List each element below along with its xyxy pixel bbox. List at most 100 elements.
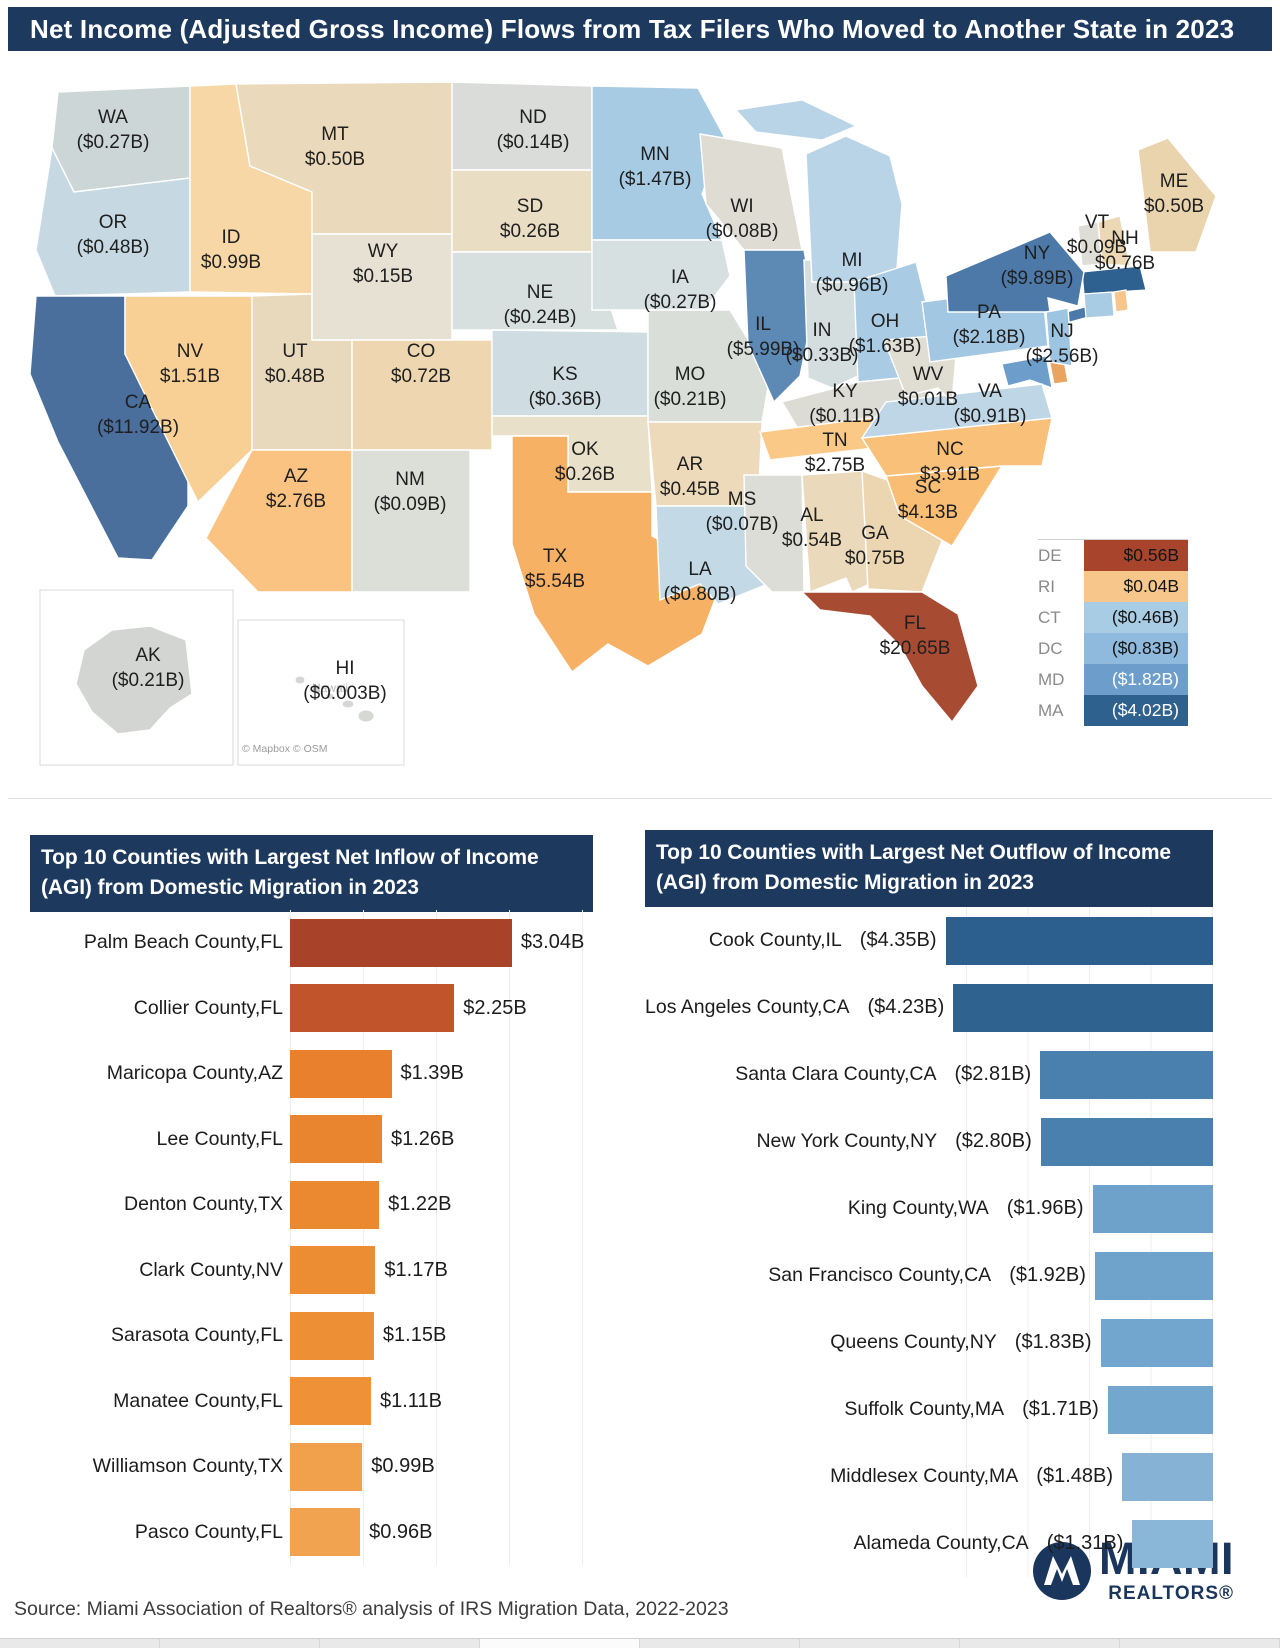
- legend-state-abbr: MD: [1038, 669, 1065, 689]
- bar[interactable]: [945, 916, 1213, 965]
- category-label: Suffolk County,MA: [844, 1398, 1005, 1420]
- state-label-KS: KS ($0.36B): [529, 364, 602, 410]
- state-label-NC: NC $3.91B: [920, 439, 980, 485]
- state-HI[interactable]: [325, 692, 335, 700]
- state-label-IN: IN ($0.33B): [786, 320, 859, 366]
- legend-value-chip[interactable]: $0.04B: [1084, 571, 1188, 602]
- bar[interactable]: [1107, 1385, 1213, 1434]
- hawaii-inset-box: [237, 619, 405, 766]
- state-label-OR: OR ($0.48B): [77, 212, 150, 258]
- bar[interactable]: [1132, 1519, 1213, 1568]
- bar[interactable]: [290, 918, 512, 967]
- sheet-tab[interactable]: [0, 1639, 160, 1648]
- sheet-tab-active[interactable]: [480, 1639, 640, 1648]
- state-NJ[interactable]: [1045, 307, 1073, 367]
- state-label-OK: OK $0.26B: [555, 439, 615, 485]
- sheet-tab[interactable]: [640, 1639, 800, 1648]
- legend-row-DC: DC ($0.83B): [1038, 633, 1188, 664]
- state-label-VT: VT $0.09B: [1067, 212, 1127, 258]
- state-label-PA: PA ($2.18B): [953, 302, 1026, 348]
- bar[interactable]: [1040, 1050, 1213, 1099]
- state-label-NY: NY ($9.89B): [1001, 243, 1074, 289]
- bar[interactable]: [290, 1115, 382, 1164]
- state-MI[interactable]: [805, 135, 903, 283]
- state-VA[interactable]: [860, 383, 1053, 439]
- legend-value-chip[interactable]: $0.56B: [1084, 540, 1188, 571]
- bar[interactable]: [1092, 1184, 1213, 1233]
- sheet-tab[interactable]: [320, 1639, 480, 1648]
- state-TX[interactable]: [511, 435, 725, 674]
- inflow-bar-row: Manatee County,FL $1.11B: [30, 1369, 593, 1435]
- value-label: ($2.80B): [955, 1130, 1032, 1152]
- state-AZ[interactable]: [205, 449, 353, 593]
- value-label: $1.26B: [391, 1127, 455, 1150]
- state-NY[interactable]: [945, 231, 1085, 313]
- legend-state-abbr: RI: [1038, 576, 1055, 596]
- state-MO[interactable]: [647, 309, 771, 423]
- sheet-tab[interactable]: [160, 1639, 320, 1648]
- state-NM[interactable]: [351, 449, 471, 593]
- state-MS[interactable]: [743, 474, 805, 593]
- inflow-bar-row: Denton County,TX $1.22B: [30, 1172, 593, 1238]
- sheet-tab[interactable]: [960, 1639, 1120, 1648]
- inflow-bar-row: Palm Beach County,FL $3.04B: [30, 910, 593, 976]
- state-HI[interactable]: [341, 699, 355, 709]
- sheet-tab[interactable]: [800, 1639, 960, 1648]
- state-label-NJ: NJ ($2.56B): [1026, 321, 1099, 367]
- state-NH[interactable]: [1097, 215, 1131, 267]
- bar[interactable]: [290, 1049, 392, 1098]
- bar[interactable]: [290, 1442, 363, 1491]
- source-text: Source: Miami Association of Realtors® a…: [14, 1598, 729, 1620]
- legend-state-abbr: DC: [1038, 638, 1063, 658]
- bar[interactable]: [290, 984, 455, 1033]
- value-label: ($4.23B): [867, 996, 945, 1018]
- value-label: ($4.35B): [859, 929, 937, 951]
- state-NV[interactable]: [124, 295, 253, 504]
- state-CT[interactable]: [1083, 291, 1115, 319]
- category-label: Lee County,FL: [156, 1127, 283, 1150]
- inflow-bar-row: Lee County,FL $1.26B: [30, 1107, 593, 1173]
- bar[interactable]: [953, 983, 1213, 1032]
- bar[interactable]: [1100, 1318, 1213, 1367]
- hawaii-ghost-label: Hawaii: [312, 681, 348, 695]
- inflow-bars: Palm Beach County,FL $3.04B Collier County…: [30, 910, 593, 1565]
- bar[interactable]: [290, 1180, 380, 1229]
- state-label-IL: IL ($5.99B): [727, 314, 800, 360]
- bar[interactable]: [290, 1246, 376, 1295]
- value-label: $0.99B: [371, 1455, 435, 1478]
- state-AK[interactable]: [75, 625, 193, 735]
- bar[interactable]: [290, 1508, 361, 1557]
- bar[interactable]: [290, 1377, 371, 1426]
- states-layer: [29, 81, 1217, 735]
- value-label: ($1.96B): [1006, 1197, 1084, 1219]
- state-HI[interactable]: [311, 686, 321, 694]
- inflow-chart: Top 10 Counties with Largest Net Inflow …: [30, 835, 593, 1595]
- state-HI[interactable]: [357, 709, 375, 723]
- legend-value-chip[interactable]: ($0.83B): [1084, 633, 1188, 664]
- state-label-HI: HI ($0.003B): [303, 658, 386, 704]
- legend-value-chip[interactable]: ($0.46B): [1084, 602, 1188, 633]
- legend-value-chip[interactable]: ($4.02B): [1084, 695, 1188, 726]
- state-CO[interactable]: [351, 339, 493, 451]
- state-FL[interactable]: [800, 591, 979, 724]
- category-label: Pasco County,FL: [134, 1520, 283, 1543]
- legend-value-chip[interactable]: ($1.82B): [1084, 664, 1188, 695]
- legend-state-abbr: DE: [1038, 545, 1062, 565]
- state-RI[interactable]: [1113, 289, 1129, 313]
- state-MI-UP[interactable]: [734, 99, 858, 141]
- state-IL[interactable]: [743, 249, 815, 404]
- state-label-WY: WY $0.15B: [353, 241, 413, 287]
- category-label: Palm Beach County,FL: [83, 931, 283, 954]
- category-label: Denton County,TX: [124, 1193, 283, 1216]
- state-HI[interactable]: [294, 675, 306, 685]
- state-MA[interactable]: [1081, 265, 1147, 295]
- state-ME[interactable]: [1137, 137, 1217, 253]
- state-label-WA: WA ($0.27B): [77, 107, 150, 153]
- inflow-bar-row: Williamson County,TX $0.99B: [30, 1434, 593, 1500]
- state-label-ID: ID $0.99B: [201, 227, 261, 273]
- bar[interactable]: [1040, 1117, 1213, 1166]
- bar[interactable]: [290, 1311, 374, 1360]
- state-IA[interactable]: [591, 239, 731, 311]
- bar[interactable]: [1094, 1251, 1213, 1300]
- bar[interactable]: [1122, 1452, 1213, 1501]
